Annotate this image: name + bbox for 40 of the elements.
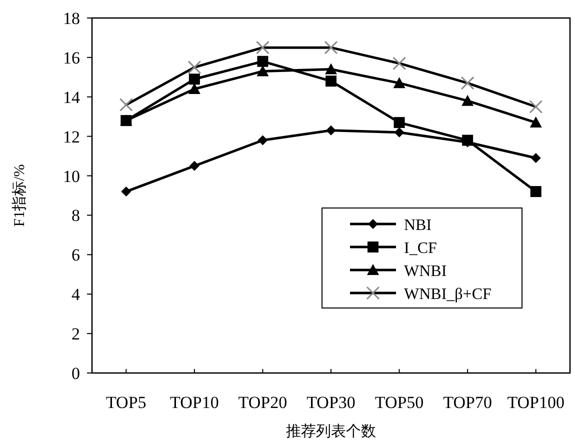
point bbox=[258, 135, 268, 146]
y-tick-label: 18 bbox=[63, 9, 80, 28]
y-tick-label: 12 bbox=[63, 127, 80, 146]
point bbox=[189, 160, 200, 171]
y-axis-title: F1指标/% bbox=[11, 164, 28, 227]
x-tick-label: TOP20 bbox=[238, 393, 288, 412]
point bbox=[121, 186, 132, 197]
point bbox=[326, 125, 336, 136]
x-tick-label: TOP70 bbox=[443, 393, 492, 412]
point bbox=[188, 83, 200, 94]
point bbox=[257, 56, 268, 67]
y-tick-label: 0 bbox=[72, 364, 80, 383]
y-tick-label: 8 bbox=[72, 206, 80, 226]
y-tick-label: 4 bbox=[72, 285, 80, 304]
point bbox=[394, 117, 405, 128]
x-tick-label: TOP100 bbox=[507, 393, 565, 412]
point bbox=[530, 153, 541, 164]
point bbox=[530, 186, 542, 198]
y-tick-label: 10 bbox=[63, 166, 80, 186]
legend-label: WNBI bbox=[404, 263, 447, 280]
y-tick-label: 16 bbox=[63, 48, 80, 68]
y-tick-label: 6 bbox=[72, 246, 80, 265]
point bbox=[530, 116, 542, 128]
x-tick-label: TOP30 bbox=[306, 393, 356, 412]
point bbox=[394, 127, 404, 138]
legend-label: I_CF bbox=[404, 240, 437, 257]
point bbox=[393, 77, 406, 88]
x-tick-label: TOP50 bbox=[374, 393, 424, 412]
point bbox=[326, 76, 336, 87]
point bbox=[188, 74, 200, 85]
point bbox=[325, 63, 337, 74]
y-tick-label: 14 bbox=[63, 88, 80, 107]
x-tick-label: TOP5 bbox=[106, 393, 146, 412]
legend-label: NBI bbox=[404, 217, 432, 234]
x-axis-title: 推荐列表个数 bbox=[286, 423, 376, 440]
y-tick-label: 2 bbox=[72, 324, 80, 344]
x-tick-label: TOP10 bbox=[170, 393, 219, 412]
point bbox=[462, 94, 474, 106]
point bbox=[256, 65, 269, 76]
legend-label: WNBI_β+CF bbox=[404, 286, 492, 303]
